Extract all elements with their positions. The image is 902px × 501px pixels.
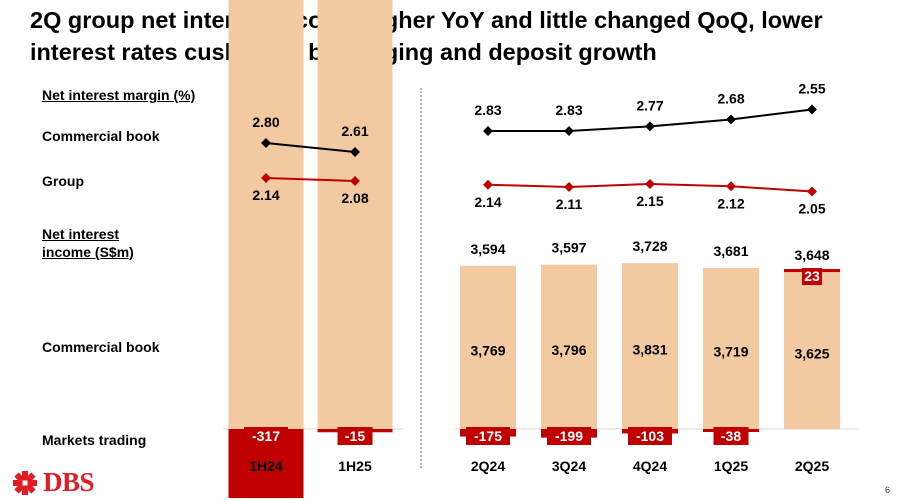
- commercial-book-nim-point: [483, 126, 493, 136]
- nii-total-value: 3,597: [551, 240, 586, 256]
- nii-heading-line1: Net interest: [42, 226, 120, 242]
- markets-trading-value: -38: [721, 428, 741, 444]
- group-nim-label: 2.11: [556, 196, 583, 212]
- category-label: 2Q24: [471, 458, 505, 474]
- markets-trading-tag: [713, 427, 749, 445]
- dbs-logo-text: DBS: [43, 467, 95, 497]
- commercial-book-nim-label: Commercial book: [42, 128, 160, 144]
- nii-total-value: 3,594: [470, 241, 505, 257]
- commercial-book-nim-point: [807, 104, 817, 115]
- commercial-book-bar: [784, 272, 840, 429]
- commercial-book-nim-label: 2.83: [474, 102, 501, 118]
- markets-trading-value: 23: [804, 268, 820, 284]
- group-nim-point: [726, 181, 736, 192]
- commercial-book-bar: [460, 265, 516, 429]
- nii-total-value: 3,681: [713, 243, 748, 259]
- commercial-book-nim-point: [564, 126, 574, 136]
- markets-trading-value: -15: [345, 428, 365, 444]
- commercial-book-nim-label: 2.68: [717, 90, 744, 106]
- commercial-book-bar: [703, 267, 759, 429]
- markets-trading-tag: [244, 427, 288, 445]
- commercial-book-value: 3,769: [470, 343, 505, 359]
- markets-trading-label: Markets trading: [42, 432, 147, 448]
- group-nim-label: 2.08: [341, 190, 368, 206]
- group-nim-line: [265, 177, 356, 182]
- group-nim-point: [807, 186, 817, 197]
- markets-trading-tag: [337, 427, 373, 445]
- category-label: 1Q25: [714, 458, 748, 474]
- commercial-book-nim-point: [261, 138, 271, 148]
- group-nim-point: [483, 179, 493, 190]
- category-label: 1H25: [338, 458, 372, 474]
- group-nim-point: [645, 179, 655, 189]
- group-nim-label: Group: [42, 173, 84, 189]
- group-nim-label: 2.14: [252, 187, 279, 203]
- commercial-book-value: 3,831: [632, 341, 667, 357]
- group-nim-label: 2.15: [636, 193, 663, 209]
- markets-trading-tag: [547, 427, 591, 445]
- commercial-book-bar: [228, 0, 304, 429]
- commercial-book-nim-point: [726, 114, 736, 125]
- category-label: 2Q25: [795, 458, 829, 474]
- group-nim-point: [564, 182, 574, 192]
- commercial-book-value: 3,625: [794, 345, 829, 361]
- category-label: 4Q24: [633, 458, 667, 474]
- markets-trading-value: -199: [555, 428, 583, 444]
- markets-trading-value: -103: [636, 428, 664, 444]
- markets-trading-tag: [466, 427, 510, 445]
- group-nim-label: 2.05: [798, 201, 825, 217]
- group-nim-point: [350, 176, 360, 186]
- commercial-book-value: 3,796: [551, 342, 586, 358]
- group-nim-point: [261, 173, 271, 183]
- commercial-book-nim-line: [265, 141, 356, 153]
- commercial-book-bar-label: Commercial book: [42, 339, 160, 355]
- commercial-book-nim-label: 2.80: [252, 114, 279, 130]
- commercial-book-nim-label: 2.83: [555, 102, 582, 118]
- nii-heading-line2: income (S$m): [42, 244, 134, 260]
- page-number: 6: [884, 485, 890, 495]
- commercial-book-bar: [317, 0, 393, 429]
- dbs-logo: DBS: [12, 467, 95, 498]
- nii-total-value: 3,728: [632, 238, 667, 254]
- group-nim-label: 2.14: [474, 194, 501, 210]
- commercial-book-nim-label: 2.77: [636, 97, 663, 113]
- nim-heading: Net interest margin (%): [42, 87, 196, 103]
- commercial-book-bar: [622, 263, 678, 429]
- panel-divider: [420, 88, 422, 468]
- commercial-book-nim-label: 2.61: [341, 123, 368, 139]
- nii-total-value: 3,648: [794, 247, 829, 263]
- commercial-book-nim-point: [645, 121, 655, 132]
- commercial-book-bar: [541, 264, 597, 429]
- commercial-book-nim-point: [350, 147, 360, 157]
- markets-trading-tag: [628, 427, 672, 445]
- commercial-book-nim-label: 2.55: [798, 80, 825, 96]
- category-label: 1H24: [249, 458, 283, 474]
- commercial-book-value: 3,719: [713, 344, 748, 360]
- markets-trading-value: -317: [252, 428, 280, 444]
- category-label: 3Q24: [552, 458, 586, 474]
- markets-trading-tag: [802, 268, 822, 286]
- dbs-star-icon: [13, 470, 37, 495]
- markets-trading-value: -175: [474, 428, 502, 444]
- group-nim-label: 2.12: [717, 195, 744, 211]
